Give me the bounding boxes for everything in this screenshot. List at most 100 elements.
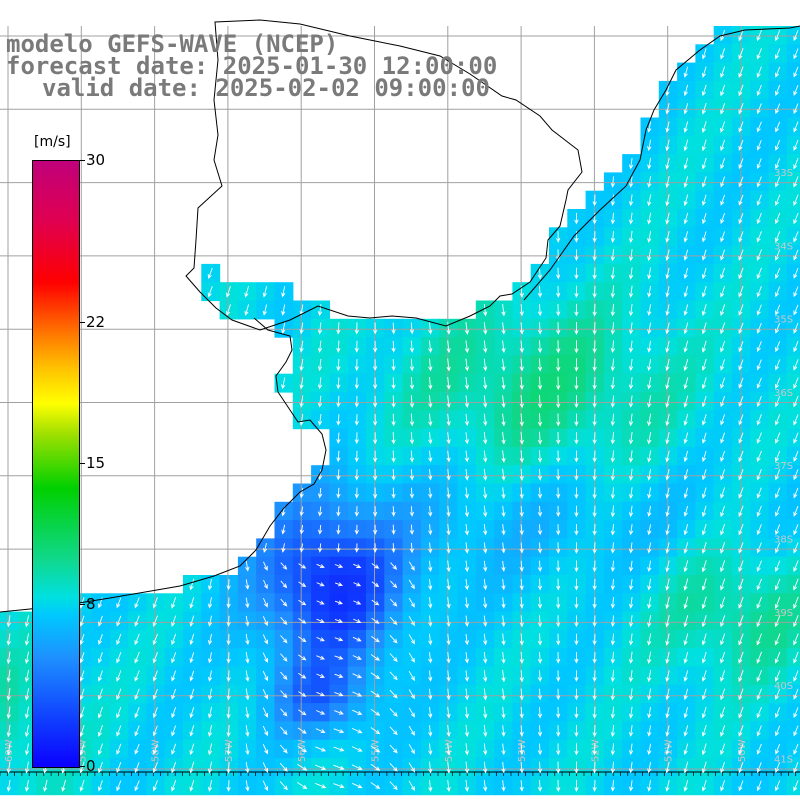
wind-arrow (446, 524, 451, 536)
wind-arrow (738, 578, 744, 591)
wind-arrow (245, 688, 250, 701)
wind-arrow (351, 782, 363, 789)
wind-arrow (738, 432, 744, 444)
wind-arrow (299, 413, 304, 426)
wind-arrow (647, 139, 652, 152)
wind-arrow (574, 303, 579, 317)
wind-arrow (665, 103, 670, 115)
wind-arrow (318, 543, 323, 553)
wind-arrow (738, 560, 744, 573)
wind-arrow (647, 542, 652, 554)
wind-arrow (738, 377, 744, 389)
wind-arrow (756, 505, 762, 517)
wind-arrow (446, 376, 451, 390)
wind-arrow (720, 176, 726, 188)
wind-arrow (245, 743, 250, 756)
wind-arrow (333, 746, 345, 752)
wind-arrow (389, 689, 398, 699)
wind-arrow (720, 377, 726, 389)
wind-arrow (756, 103, 762, 115)
wind-arrow (756, 725, 762, 737)
wind-arrow (262, 652, 269, 663)
wind-arrow (116, 688, 122, 701)
wind-arrow (43, 779, 48, 793)
wind-arrow (409, 450, 415, 463)
wind-arrow (647, 212, 652, 225)
wind-arrow (720, 615, 726, 628)
wind-arrow (226, 724, 231, 738)
wind-arrow (428, 506, 433, 517)
wind-arrow (391, 506, 396, 517)
wind-arrow (152, 762, 158, 774)
wind-arrow (720, 596, 726, 609)
wind-arrow (793, 268, 799, 279)
wind-arrow (774, 651, 781, 664)
wind-arrow (574, 340, 579, 354)
wind-arrow (483, 524, 488, 536)
wind-arrow (446, 652, 451, 664)
wind-arrow (298, 709, 307, 716)
wind-arrow (446, 670, 451, 682)
wind-arrow (683, 743, 689, 756)
wind-speed-cell (786, 263, 800, 283)
wind-arrow (446, 469, 451, 481)
wind-arrow (647, 267, 652, 280)
wind-arrow (317, 506, 323, 517)
wind-arrow (371, 563, 380, 569)
wind-arrow (683, 761, 689, 774)
wind-speed-cell (786, 666, 800, 686)
wind-speed-cell (786, 776, 800, 796)
wind-arrow (628, 615, 634, 628)
wind-arrow (610, 780, 615, 792)
wind-arrow (720, 542, 726, 554)
wind-speed-cell (786, 629, 800, 649)
wind-speed-cell (786, 684, 800, 704)
wind-arrow (537, 560, 543, 573)
wind-arrow (610, 377, 615, 390)
wind-arrow (647, 249, 652, 262)
wind-arrow (647, 157, 652, 170)
wind-arrow (756, 139, 762, 151)
wind-arrow (428, 670, 433, 682)
wind-arrow (483, 651, 488, 664)
wind-arrow (628, 322, 634, 335)
wind-arrow (336, 358, 341, 372)
wind-arrow (501, 743, 506, 756)
wind-arrow (701, 231, 707, 243)
wind-arrow (519, 340, 524, 354)
wind-arrow (683, 304, 689, 316)
wind-arrow (281, 304, 286, 316)
wind-arrow (372, 395, 378, 408)
wind-arrow (610, 432, 615, 445)
wind-arrow (207, 725, 213, 738)
wind-arrow (628, 413, 634, 427)
wind-arrow (793, 615, 799, 628)
wind-arrow (701, 340, 707, 353)
wind-arrow (171, 725, 177, 737)
wind-arrow (537, 413, 543, 427)
wind-arrow (152, 597, 158, 609)
wind-arrow (647, 322, 652, 335)
wind-arrow (701, 377, 707, 390)
wind-arrow (556, 688, 561, 701)
wind-arrow (298, 563, 307, 569)
wind-arrow (793, 139, 799, 151)
wind-arrow (628, 176, 634, 188)
latitude-label: 38S (774, 535, 793, 546)
wind-arrow (262, 285, 268, 298)
wind-arrow (701, 743, 707, 756)
wind-arrow (683, 469, 689, 481)
colorbar-tick-mark (80, 321, 85, 323)
wind-arrow (280, 635, 288, 644)
wind-arrow (537, 505, 543, 517)
longitude-label: 56W (297, 739, 308, 762)
wind-arrow (6, 780, 11, 792)
wind-arrow (592, 670, 597, 683)
wind-arrow (756, 651, 763, 664)
wind-arrow (464, 597, 470, 609)
wind-arrow (245, 725, 250, 737)
wind-arrow (464, 706, 470, 719)
wind-arrow (556, 413, 561, 427)
wind-speed-cell (786, 703, 800, 722)
wind-arrow (592, 743, 597, 756)
